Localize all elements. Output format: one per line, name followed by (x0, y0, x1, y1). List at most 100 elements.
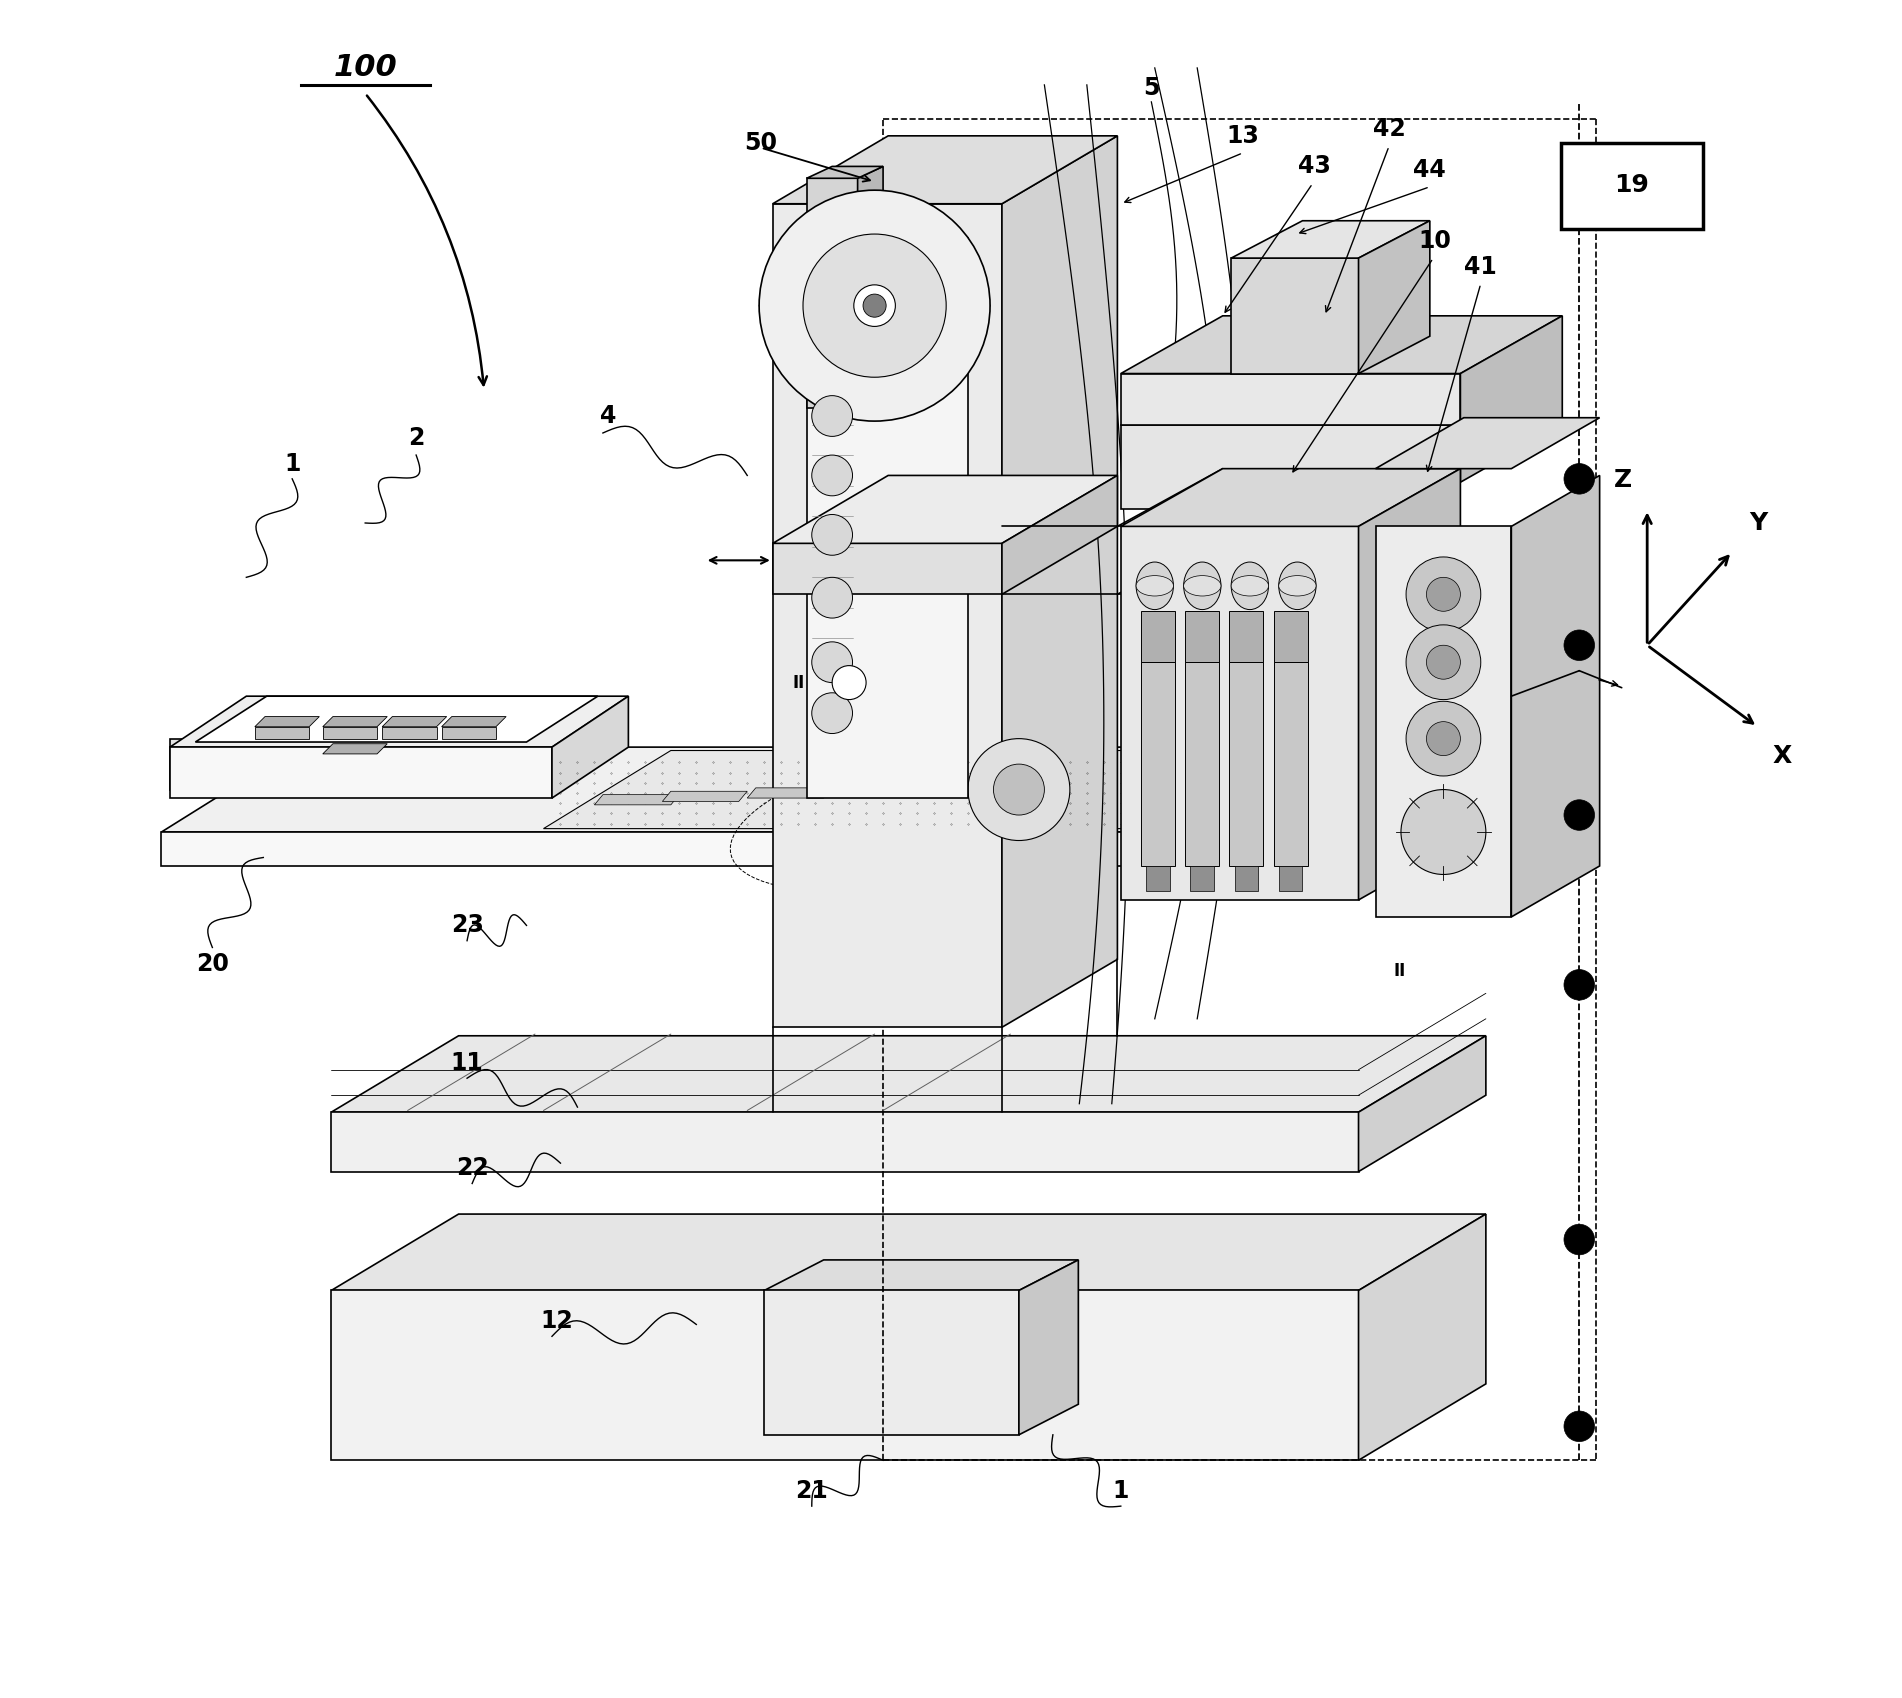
Polygon shape (1002, 475, 1116, 594)
Polygon shape (382, 727, 436, 739)
Polygon shape (1120, 526, 1358, 900)
Polygon shape (323, 717, 388, 727)
Circle shape (812, 693, 852, 734)
Polygon shape (1185, 611, 1219, 662)
Text: 50: 50 (744, 131, 778, 155)
Circle shape (1406, 701, 1482, 776)
Polygon shape (806, 178, 858, 408)
Polygon shape (1358, 747, 1495, 866)
Polygon shape (441, 717, 506, 727)
Text: 22: 22 (456, 1156, 489, 1180)
Circle shape (759, 190, 991, 421)
Text: 100: 100 (333, 53, 398, 83)
Polygon shape (772, 204, 1002, 1027)
Text: 41: 41 (1465, 255, 1497, 278)
Text: 12: 12 (540, 1309, 573, 1333)
Circle shape (812, 514, 852, 555)
Polygon shape (1231, 258, 1358, 374)
Text: 10: 10 (1419, 229, 1451, 253)
Circle shape (1563, 630, 1594, 661)
Polygon shape (1191, 866, 1213, 891)
Circle shape (1402, 790, 1485, 874)
Circle shape (854, 285, 896, 326)
Circle shape (812, 396, 852, 436)
Polygon shape (1229, 662, 1263, 866)
Polygon shape (1358, 1036, 1485, 1172)
Circle shape (1563, 970, 1594, 1000)
Polygon shape (1002, 136, 1116, 1027)
Polygon shape (806, 166, 883, 178)
Polygon shape (169, 739, 552, 790)
Circle shape (1406, 625, 1482, 700)
Circle shape (1426, 645, 1461, 679)
Circle shape (1563, 800, 1594, 830)
Polygon shape (255, 727, 310, 739)
Ellipse shape (1278, 562, 1316, 610)
Polygon shape (662, 791, 747, 801)
Polygon shape (169, 747, 552, 798)
Text: 5: 5 (1143, 76, 1160, 100)
Circle shape (833, 666, 865, 700)
Polygon shape (1229, 611, 1263, 662)
Ellipse shape (1135, 576, 1174, 596)
Polygon shape (323, 744, 388, 754)
Polygon shape (1358, 1214, 1485, 1460)
Ellipse shape (1231, 576, 1269, 596)
Polygon shape (331, 1290, 1358, 1460)
Polygon shape (1512, 475, 1600, 917)
Text: 20: 20 (196, 953, 228, 976)
Ellipse shape (1183, 562, 1221, 610)
Polygon shape (1461, 316, 1562, 482)
Polygon shape (1234, 866, 1259, 891)
Text: X: X (1773, 744, 1792, 767)
Text: Y: Y (1750, 511, 1767, 535)
Ellipse shape (1231, 562, 1269, 610)
Circle shape (1406, 557, 1482, 632)
Polygon shape (1120, 469, 1461, 526)
Text: 13: 13 (1227, 124, 1259, 148)
Text: 42: 42 (1373, 117, 1406, 141)
Circle shape (1563, 1411, 1594, 1442)
Polygon shape (1120, 374, 1461, 424)
Polygon shape (1274, 611, 1307, 662)
Text: II: II (1392, 963, 1406, 980)
Text: 11: 11 (451, 1051, 483, 1075)
Polygon shape (1375, 526, 1512, 917)
Polygon shape (331, 1112, 1358, 1172)
Polygon shape (331, 1036, 1485, 1112)
Text: II: II (791, 674, 805, 691)
Circle shape (1426, 577, 1461, 611)
Polygon shape (1147, 866, 1170, 891)
Text: 1: 1 (283, 452, 301, 475)
Polygon shape (552, 696, 628, 798)
Text: 19: 19 (1615, 173, 1649, 197)
Circle shape (803, 234, 945, 377)
Polygon shape (747, 788, 833, 798)
Polygon shape (1358, 221, 1430, 374)
Polygon shape (1185, 662, 1219, 866)
Text: 21: 21 (795, 1479, 827, 1503)
Ellipse shape (759, 292, 991, 321)
Text: Z: Z (1615, 469, 1632, 492)
Polygon shape (169, 696, 628, 747)
Polygon shape (162, 832, 1358, 866)
Text: 23: 23 (451, 914, 483, 937)
Polygon shape (196, 696, 597, 742)
Polygon shape (1019, 1260, 1078, 1435)
FancyBboxPatch shape (1560, 143, 1702, 229)
Ellipse shape (1183, 576, 1221, 596)
Polygon shape (1120, 316, 1562, 374)
Polygon shape (1231, 221, 1430, 258)
Polygon shape (765, 1260, 1078, 1290)
Circle shape (864, 294, 886, 318)
Polygon shape (765, 1290, 1019, 1435)
Circle shape (812, 455, 852, 496)
Polygon shape (1141, 662, 1175, 866)
Polygon shape (1141, 611, 1175, 662)
Polygon shape (772, 543, 1002, 594)
Polygon shape (382, 717, 447, 727)
Polygon shape (772, 136, 1116, 204)
Polygon shape (1375, 418, 1600, 469)
Text: 4: 4 (599, 404, 616, 428)
Polygon shape (162, 747, 1495, 832)
